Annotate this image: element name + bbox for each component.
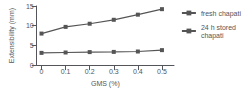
svg-text:0.3: 0.3 (109, 68, 119, 75)
svg-text:10: 10 (26, 22, 34, 29)
svg-text:chapati: chapati (201, 32, 224, 40)
svg-text:0.4: 0.4 (133, 68, 143, 75)
svg-text:0: 0 (30, 62, 34, 69)
svg-text:0: 0 (40, 68, 44, 75)
svg-text:Extensibility (mm): Extensibility (mm) (8, 8, 16, 63)
svg-text:0.2: 0.2 (85, 68, 95, 75)
svg-text:GMS (%): GMS (%) (91, 80, 120, 88)
svg-text:15: 15 (26, 3, 34, 10)
svg-text:24 h stored: 24 h stored (201, 24, 236, 31)
svg-text:fresh chapati: fresh chapati (201, 10, 242, 18)
svg-text:0.5: 0.5 (157, 68, 167, 75)
svg-text:0.1: 0.1 (61, 68, 71, 75)
svg-text:5: 5 (30, 42, 34, 49)
